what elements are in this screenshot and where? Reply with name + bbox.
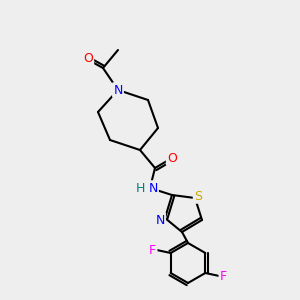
Text: N: N [113,83,123,97]
Text: O: O [83,52,93,64]
Text: S: S [194,190,202,202]
Text: O: O [167,152,177,164]
Text: F: F [220,269,227,283]
Text: H: H [135,182,145,194]
Text: N: N [148,182,158,194]
Text: N: N [155,214,165,226]
Text: F: F [149,244,156,256]
